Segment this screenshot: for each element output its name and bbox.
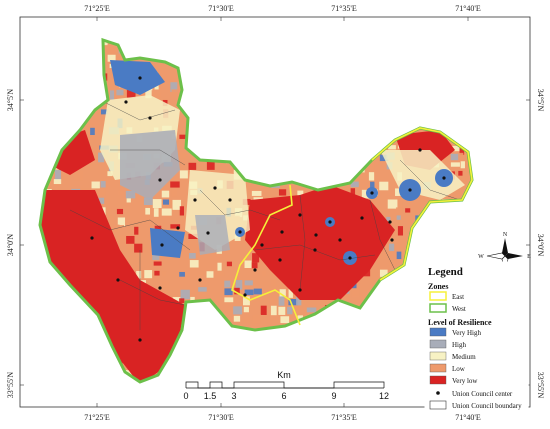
legend-title: Legend	[428, 266, 463, 278]
uc-center-marker	[176, 226, 180, 230]
scale-label: 12	[379, 391, 389, 401]
uc-center-marker	[228, 198, 232, 202]
scale-label: 6	[281, 391, 286, 401]
uc-boundary-swatch	[429, 400, 447, 410]
uc-center-marker	[298, 288, 302, 292]
very-low-label: Very low	[452, 377, 478, 385]
low-swatch	[429, 363, 447, 373]
uc-center-marker	[206, 231, 210, 235]
uc-center-label: Union Council center	[452, 390, 513, 398]
top-longitude-label: 71°30'E	[208, 4, 234, 13]
east-zone-outline	[231, 127, 473, 326]
uc-center-marker	[278, 258, 282, 262]
very-high-swatch	[429, 327, 447, 337]
very-low-swatch	[429, 375, 447, 385]
uc-center-marker	[158, 178, 162, 182]
very-high-label: Very High	[452, 329, 481, 337]
uc-center-marker	[124, 100, 128, 104]
high-swatch	[429, 339, 447, 349]
uc-center-marker	[408, 188, 412, 192]
map-legend: Legend Zones East West Level of Resilien…	[424, 261, 529, 415]
uc-center-swatch	[436, 391, 440, 395]
bottom-longitude-label: 71°35'E	[331, 413, 357, 422]
top-longitude-label: 71°25'E	[84, 4, 110, 13]
uc-center-marker	[193, 198, 197, 202]
uc-center-marker	[370, 191, 374, 195]
uc-center-marker	[90, 236, 94, 240]
uc-center-marker	[313, 248, 317, 252]
uc-center-marker	[148, 116, 152, 120]
uc-center-marker	[116, 278, 120, 282]
uc-center-markers	[90, 76, 446, 342]
compass-e: E	[527, 254, 531, 260]
scale-label: 9	[331, 391, 336, 401]
uc-center-marker	[213, 186, 217, 190]
uc-center-marker	[198, 278, 202, 282]
right-latitude-label: 34°5'N	[536, 89, 545, 112]
uc-center-marker	[328, 220, 332, 224]
uc-center-marker	[418, 148, 422, 152]
scale-label: 0	[183, 391, 188, 401]
uc-center-marker	[260, 243, 264, 247]
uc-center-marker	[280, 230, 284, 234]
scale-label: 1.5	[204, 391, 217, 401]
compass-n: N	[503, 232, 508, 238]
scale-label: 3	[231, 391, 236, 401]
top-longitude-label: 71°40'E	[455, 4, 481, 13]
scale-bar: Km 0 1.5 3 6 9 12	[183, 370, 389, 401]
right-latitude-label: 34°0'N	[536, 234, 545, 257]
high-label: High	[452, 341, 467, 349]
uc-center-marker	[253, 268, 257, 272]
uc-boundary-label: Union Council boundary	[452, 402, 522, 410]
medium-label: Medium	[452, 353, 476, 361]
uc-center-marker	[160, 243, 164, 247]
uc-center-marker	[314, 233, 318, 237]
left-latitude-label: 34°0'N	[6, 234, 15, 257]
east-zone-label: East	[452, 293, 464, 301]
uc-center-marker	[138, 338, 142, 342]
uc-center-marker	[338, 238, 342, 242]
left-latitude-label: 33°55'N	[6, 372, 15, 399]
uc-center-marker	[238, 230, 242, 234]
west-zone-label: West	[452, 305, 466, 313]
uc-center-marker	[360, 216, 364, 220]
uc-center-marker	[348, 256, 352, 260]
bottom-longitude-label: 71°40'E	[455, 413, 481, 422]
scale-unit: Km	[277, 370, 291, 380]
west-zone-swatch	[429, 303, 447, 313]
bottom-longitude-label: 71°25'E	[84, 413, 110, 422]
compass-w: W	[478, 254, 484, 260]
east-zone-swatch	[429, 291, 447, 301]
low-label: Low	[452, 365, 466, 373]
top-longitude-label: 71°35'E	[331, 4, 357, 13]
uc-center-marker	[158, 286, 162, 290]
zones-title: Zones	[428, 282, 448, 291]
uc-center-marker	[442, 176, 446, 180]
medium-swatch	[429, 351, 447, 361]
bottom-longitude-label: 71°30'E	[208, 413, 234, 422]
uc-center-marker	[388, 220, 392, 224]
uc-center-marker	[298, 213, 302, 217]
resilience-title: Level of Resilience	[428, 318, 492, 327]
uc-center-marker	[243, 293, 247, 297]
left-latitude-label: 34°5'N	[6, 89, 15, 112]
right-latitude-label: 33°55'N	[536, 372, 545, 399]
uc-center-marker	[390, 238, 394, 242]
uc-center-marker	[138, 76, 142, 80]
